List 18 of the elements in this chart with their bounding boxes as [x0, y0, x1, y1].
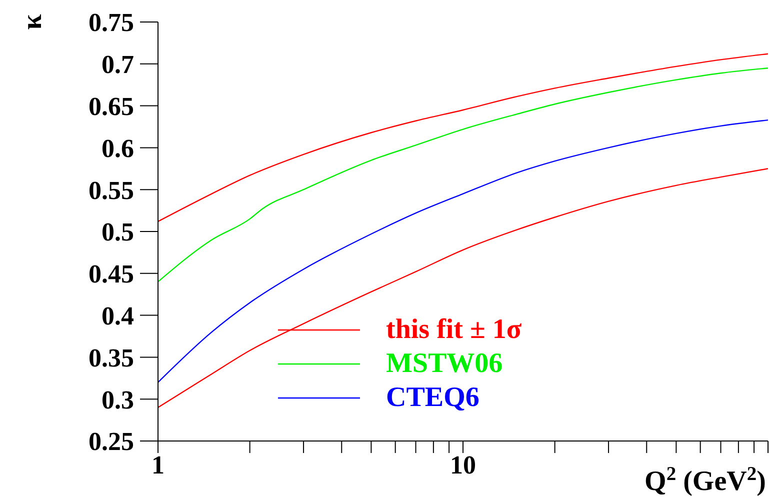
legend-label: MSTW06	[386, 348, 503, 380]
y-tick-label: 0.65	[88, 92, 134, 122]
y-axis-title: κ	[17, 14, 48, 30]
y-tick-label: 0.55	[88, 176, 134, 205]
y-tick-label: 0.25	[88, 427, 134, 456]
y-tick-label: 0.5	[102, 218, 134, 247]
x-tick-label: 1	[152, 450, 164, 480]
x-tick-label: 10	[450, 450, 476, 480]
y-tick-label: 0.75	[88, 8, 134, 38]
legend-label: CTEQ6	[386, 382, 480, 414]
x-axis-title: Q$^{2}$ (GeV$^{2}$)	[644, 464, 766, 497]
legend-label: this fit ± 1σ	[386, 314, 522, 346]
y-tick-label: 0.4	[102, 302, 134, 331]
y-tick-label: 0.3	[102, 385, 134, 414]
y-tick-label: 0.35	[88, 343, 134, 372]
y-tick-label: 0.7	[102, 50, 134, 80]
y-tick-label: 0.6	[102, 134, 134, 163]
y-tick-label: 0.45	[88, 260, 134, 289]
